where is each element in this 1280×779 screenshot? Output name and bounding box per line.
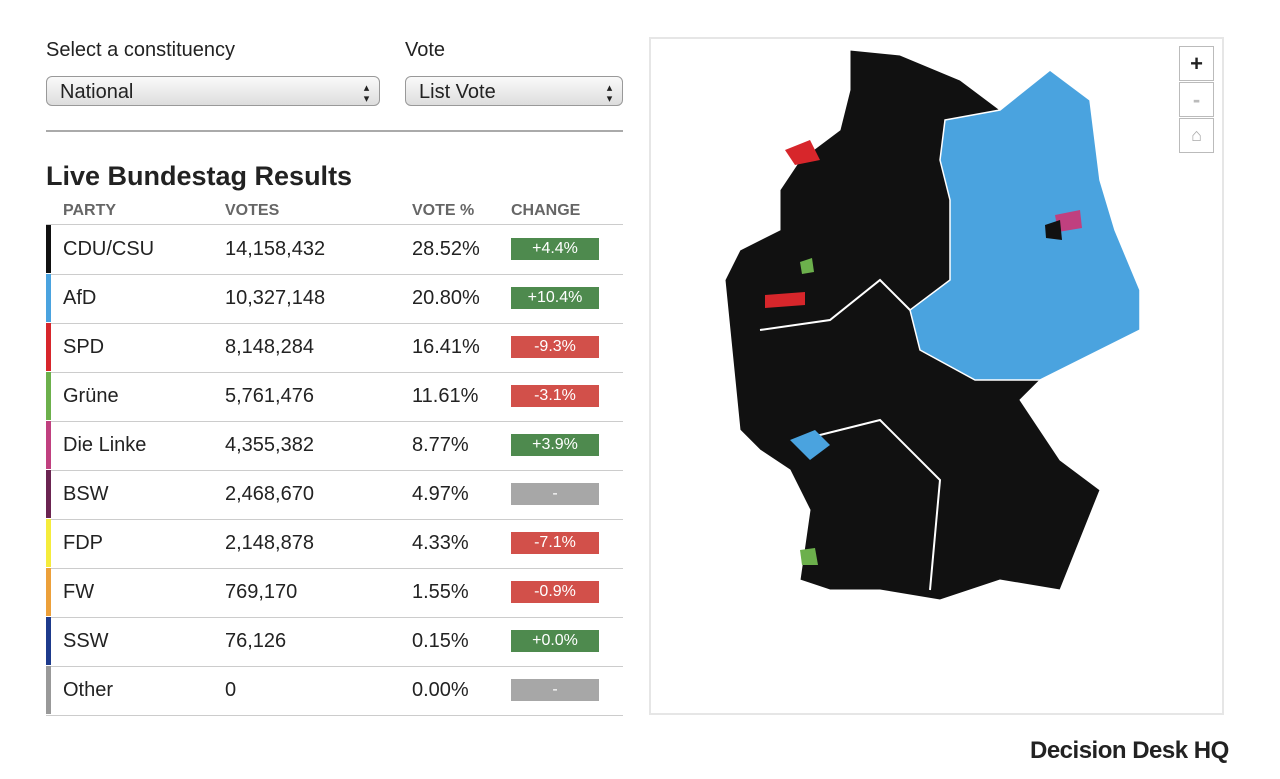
vote-pct: 0.15% [412, 630, 469, 652]
vote-pct: 1.55% [412, 581, 469, 603]
table-row: Other 0 0.00% - [46, 666, 623, 716]
party-color [46, 666, 51, 714]
party-color [46, 372, 51, 420]
change-badge: -9.3% [511, 336, 599, 358]
party-name: FW [63, 581, 95, 603]
party-name: CDU/CSU [63, 238, 155, 260]
logo: Decision Desk HQ [1030, 737, 1229, 764]
vote-pct: 16.41% [412, 336, 480, 358]
region-linke [1055, 210, 1082, 232]
votes: 0 [225, 679, 237, 701]
constituency-label: Select a constituency [46, 39, 235, 61]
region-spd [765, 292, 805, 308]
change-badge: -3.1% [511, 385, 599, 407]
change-badge: -7.1% [511, 532, 599, 554]
table-row: Grüne 5,761,476 11.61% -3.1% [46, 372, 623, 422]
region-east [909, 69, 1141, 381]
party-color [46, 274, 51, 322]
border [759, 278, 911, 331]
votes: 5,761,476 [225, 385, 314, 407]
region-grune [800, 548, 818, 565]
region-cdu [1045, 220, 1062, 240]
vote-pct: 4.97% [412, 483, 469, 505]
votes: 2,148,878 [225, 532, 314, 554]
home-button[interactable]: ⌂ [1179, 118, 1214, 153]
map-panel [649, 37, 1224, 715]
votes: 10,327,148 [225, 287, 326, 309]
party-name: AfD [63, 287, 97, 309]
party-color [46, 421, 51, 469]
divider [46, 130, 623, 132]
region-spd [785, 140, 820, 165]
table-row: FDP 2,148,878 4.33% -7.1% [46, 519, 623, 569]
vote-select[interactable]: List Vote [405, 76, 623, 106]
change-badge: - [511, 483, 599, 505]
table-title: Live Bundestag Results [46, 161, 353, 191]
party-name: SPD [63, 336, 105, 358]
vote-label: Vote [405, 39, 446, 61]
vote-pct: 8.77% [412, 434, 469, 456]
change-badge: - [511, 679, 599, 701]
votes: 14,158,432 [225, 238, 326, 260]
vote-pct: 0.00% [412, 679, 469, 701]
table-row: FW 769,170 1.55% -0.9% [46, 568, 623, 618]
change-badge: +0.0% [511, 630, 599, 652]
vote-pct: 20.80% [412, 287, 480, 309]
party-color [46, 617, 51, 665]
votes: 8,148,284 [225, 336, 314, 358]
party-name: Grüne [63, 385, 119, 407]
votes: 76,126 [225, 630, 287, 652]
votes: 4,355,382 [225, 434, 314, 456]
party-color [46, 470, 51, 518]
zoom-in[interactable]: + [1179, 46, 1214, 81]
table-row: BSW 2,468,670 4.97% - [46, 470, 623, 520]
header: CHANGE [511, 202, 581, 219]
header: VOTE % [412, 202, 475, 219]
table-row: AfD 10,327,148 20.80% +10.4% [46, 274, 623, 324]
vote-pct: 28.52% [412, 238, 480, 260]
table-row: SPD 8,148,284 16.41% -9.3% [46, 323, 623, 373]
zoom-out[interactable]: - [1179, 82, 1214, 117]
constituency-select[interactable]: National [46, 76, 380, 106]
vote-pct: 11.61% [412, 385, 479, 407]
party-name: BSW [63, 483, 109, 505]
votes: 2,468,670 [225, 483, 314, 505]
change-badge: +3.9% [511, 434, 599, 456]
change-badge: +10.4% [511, 287, 599, 309]
party-name: SSW [63, 630, 109, 652]
header: VOTES [225, 202, 280, 219]
party-color [46, 568, 51, 616]
table-row: SSW 76,126 0.15% +0.0% [46, 617, 623, 667]
votes: 769,170 [225, 581, 298, 603]
table-row: Die Linke 4,355,382 8.77% +3.9% [46, 421, 623, 471]
party-color [46, 519, 51, 567]
header-line [46, 224, 623, 225]
border [799, 418, 942, 591]
region-grune [800, 258, 814, 274]
region-afd [790, 430, 830, 460]
party-name: Die Linke [63, 434, 147, 456]
change-badge: -0.9% [511, 581, 599, 603]
header: PARTY [63, 202, 117, 219]
party-name: FDP [63, 532, 103, 554]
table-row: CDU/CSU 14,158,432 28.52% +4.4% [46, 225, 623, 275]
map [724, 49, 1141, 601]
party-color [46, 225, 51, 273]
party-name: Other [63, 679, 114, 701]
change-badge: +4.4% [511, 238, 599, 260]
vote-pct: 4.33% [412, 532, 469, 554]
party-color [46, 323, 51, 371]
